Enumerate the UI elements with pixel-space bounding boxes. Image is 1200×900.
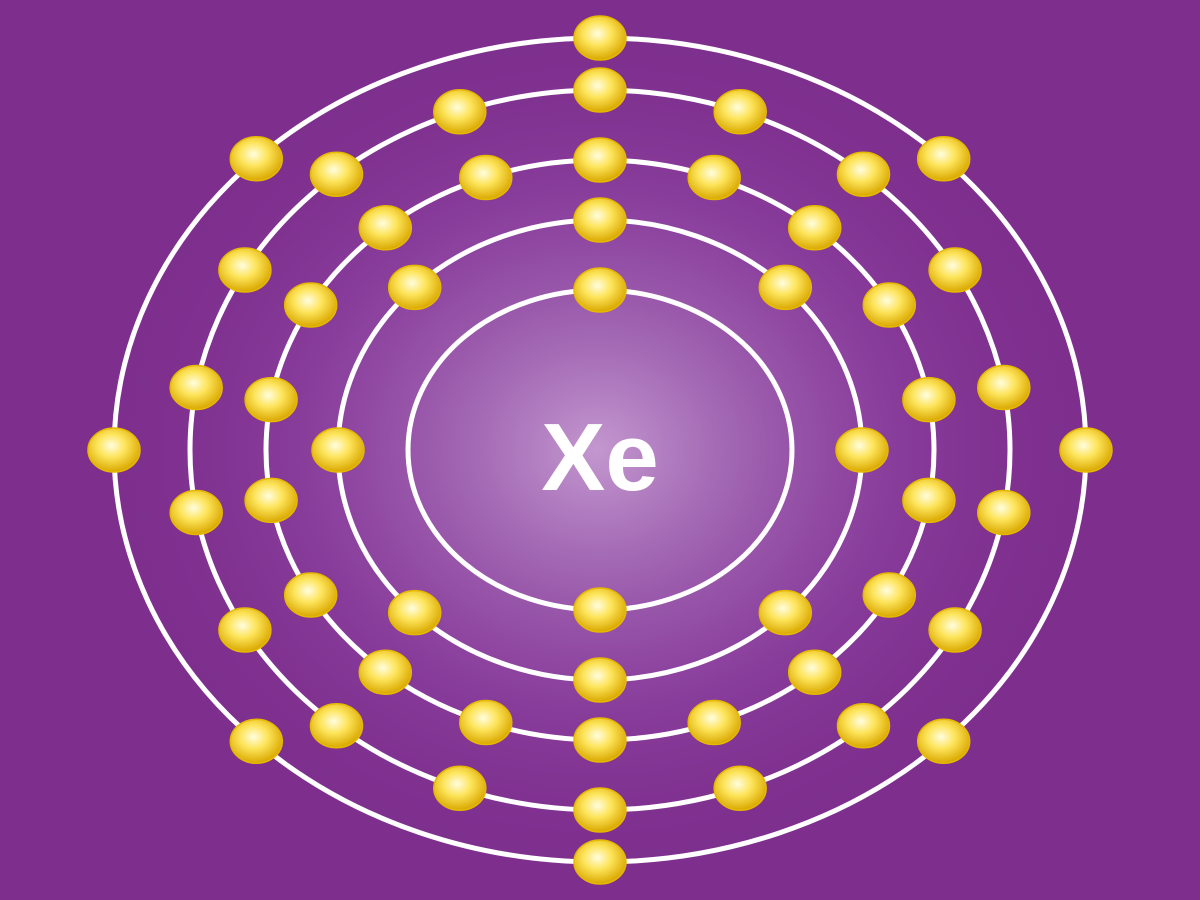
electron-icon xyxy=(916,135,971,182)
electron-icon xyxy=(687,154,741,201)
electron-icon xyxy=(573,657,627,703)
nucleus-glow xyxy=(97,10,1097,890)
electron-icon xyxy=(928,247,982,293)
electron-icon xyxy=(244,376,298,423)
electron-icon xyxy=(244,477,298,524)
electron-icon xyxy=(573,587,627,633)
electron-icon xyxy=(309,703,364,749)
element-symbol: Xe xyxy=(541,404,658,511)
electron-icon xyxy=(459,154,513,201)
electron-icon xyxy=(309,151,364,197)
electron-icon xyxy=(787,205,842,251)
electron-icon xyxy=(573,137,627,183)
electron-icon xyxy=(713,88,767,135)
electron-icon xyxy=(787,649,842,695)
electron-icon xyxy=(836,151,891,197)
electron-icon xyxy=(928,607,982,653)
electron-icon xyxy=(311,427,365,473)
electron-icon xyxy=(387,589,442,636)
electron-icon xyxy=(758,264,813,311)
electron-icon xyxy=(902,376,956,423)
electron-icon xyxy=(835,427,889,473)
electron-icon xyxy=(977,364,1031,411)
electron-icon xyxy=(459,699,513,746)
electron-icon xyxy=(229,718,284,765)
electron-icon xyxy=(573,787,627,833)
electron-icon xyxy=(758,589,813,636)
electron-icon xyxy=(229,135,284,182)
electron-icon xyxy=(433,88,487,135)
electron-icon xyxy=(573,717,627,763)
electron-icon xyxy=(87,427,141,473)
electrons xyxy=(87,15,1113,885)
electron-icon xyxy=(358,205,413,251)
electron-icon xyxy=(283,282,338,328)
electron-icon xyxy=(573,15,627,61)
electron-icon xyxy=(433,765,487,812)
electron-icon xyxy=(573,839,627,885)
electron-icon xyxy=(218,607,272,653)
electron-icon xyxy=(862,282,917,328)
electron-icon xyxy=(573,197,627,243)
electron-icon xyxy=(713,765,767,812)
electron-icon xyxy=(687,699,741,746)
electron-icon xyxy=(169,489,223,536)
electron-icon xyxy=(916,718,971,765)
electron-icon xyxy=(169,364,223,411)
electron-icon xyxy=(977,489,1031,536)
electron-icon xyxy=(573,67,627,113)
electron-icon xyxy=(218,247,272,293)
electron-icon xyxy=(358,649,413,695)
electron-icon xyxy=(387,264,442,311)
electron-icon xyxy=(573,267,627,313)
electron-icon xyxy=(836,703,891,749)
electron-icon xyxy=(283,572,338,618)
electron-icon xyxy=(1059,427,1113,473)
electron-icon xyxy=(862,572,917,618)
electron-icon xyxy=(902,477,956,524)
